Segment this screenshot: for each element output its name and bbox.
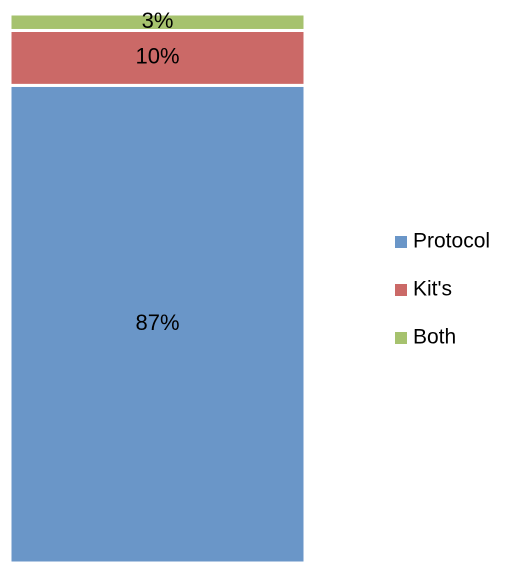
data-label: 3% — [142, 8, 174, 33]
bar-segment — [8, 28, 307, 87]
legend-swatch — [395, 236, 407, 248]
legend-label: Kit's — [413, 278, 452, 301]
legend-swatch — [395, 332, 407, 344]
data-label: 10% — [135, 44, 179, 69]
legend-label: Protocol — [413, 230, 490, 253]
bar-segment — [8, 83, 307, 563]
bar-segment — [8, 12, 307, 32]
legend-label: Both — [413, 326, 456, 349]
legend-swatch — [395, 284, 407, 296]
data-label: 87% — [135, 310, 179, 335]
